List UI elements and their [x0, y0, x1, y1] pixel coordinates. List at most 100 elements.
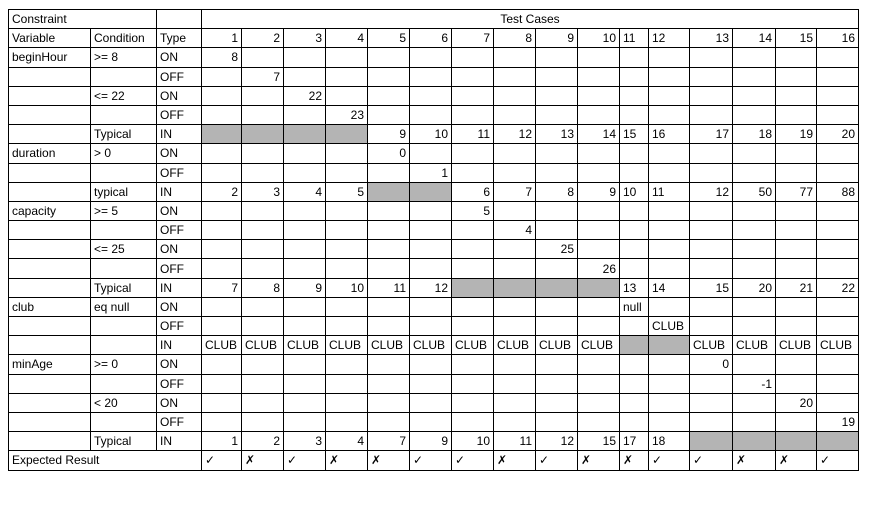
value-cell — [283, 258, 326, 279]
value-cell — [689, 373, 733, 394]
value-cell — [241, 47, 284, 68]
value-cell: 20 — [732, 277, 776, 298]
value-cell: 10 — [325, 277, 368, 298]
value-cell — [367, 239, 410, 260]
value-cell: CLUB — [493, 335, 536, 356]
table-row: OFF 23 — [8, 104, 859, 126]
value-cell — [283, 315, 326, 337]
value-cell — [451, 354, 494, 375]
value-cell — [816, 162, 859, 183]
value-cell: 50 — [732, 181, 776, 202]
value-cell: 0 — [367, 143, 410, 164]
value-cell — [577, 66, 620, 87]
value-cell: 8 — [241, 277, 284, 298]
value-cell — [201, 220, 242, 241]
value-cell — [816, 239, 859, 260]
value-cell — [201, 373, 242, 394]
table-row: OFF CLUB — [8, 315, 859, 337]
value-cell — [409, 392, 452, 413]
check-mark-icon: ✓ — [409, 450, 452, 471]
table-row: Typical IN 1 2 3 4 7 9 10 11 12 15 17 18 — [8, 431, 859, 452]
case-number-14: 14 — [732, 28, 776, 49]
value-cell — [535, 296, 578, 318]
value-cell — [619, 373, 649, 394]
value-cell — [577, 200, 620, 222]
type-header: Type — [156, 28, 202, 49]
table-row: < 20 ON 20 — [8, 392, 859, 413]
shaded-cell — [535, 277, 578, 298]
condition-cell: <= 22 — [90, 85, 157, 106]
value-cell: 10 — [451, 431, 494, 452]
value-cell — [201, 354, 242, 375]
value-cell: CLUB — [201, 335, 242, 356]
value-cell: 18 — [648, 431, 690, 452]
value-cell — [451, 85, 494, 106]
value-cell: 4 — [283, 181, 326, 202]
condition-cell: >= 0 — [90, 354, 157, 375]
value-cell — [648, 200, 690, 222]
value-cell: 14 — [577, 124, 620, 145]
value-cell — [451, 220, 494, 241]
value-cell — [816, 296, 859, 318]
header-row-columns: Variable Condition Type 1 2 3 4 5 6 7 8 9 10 11 12 1… — [8, 28, 859, 49]
value-cell: CLUB — [775, 335, 817, 356]
value-cell — [619, 47, 649, 68]
type-cell: OFF — [156, 373, 202, 394]
value-cell: 7 — [241, 66, 284, 87]
value-cell — [648, 66, 690, 87]
value-cell — [577, 47, 620, 68]
variable-cell — [8, 392, 91, 413]
condition-cell — [90, 220, 157, 241]
cross-mark-icon: ✗ — [241, 450, 284, 471]
case-number-11: 11 — [619, 28, 649, 49]
value-cell — [732, 47, 776, 68]
value-cell — [816, 143, 859, 164]
value-cell — [367, 392, 410, 413]
value-cell — [689, 47, 733, 68]
value-cell: 12 — [409, 277, 452, 298]
value-cell — [732, 66, 776, 87]
value-cell — [241, 162, 284, 183]
variable-cell — [8, 66, 91, 87]
table-row: typical IN 2 3 4 5 6 7 8 9 10 11 12 50 77 88 — [8, 181, 859, 202]
value-cell: 11 — [367, 277, 410, 298]
value-cell: 15 — [577, 431, 620, 452]
condition-cell: Typical — [90, 277, 157, 298]
value-cell — [409, 315, 452, 337]
value-cell — [775, 66, 817, 87]
value-cell — [241, 239, 284, 260]
value-cell — [367, 354, 410, 375]
value-cell — [689, 104, 733, 126]
value-cell: -1 — [732, 373, 776, 394]
value-cell — [367, 47, 410, 68]
value-cell — [648, 162, 690, 183]
case-number-8: 8 — [493, 28, 536, 49]
value-cell — [283, 143, 326, 164]
value-cell — [325, 200, 368, 222]
value-cell — [775, 373, 817, 394]
shaded-cell — [493, 277, 536, 298]
value-cell — [493, 373, 536, 394]
value-cell: 0 — [689, 354, 733, 375]
variable-header: Variable — [8, 28, 91, 49]
value-cell — [577, 85, 620, 106]
value-cell — [241, 85, 284, 106]
value-cell — [283, 296, 326, 318]
value-cell: 20 — [816, 124, 859, 145]
type-cell: IN — [156, 181, 202, 202]
expected-result-label: Expected Result — [8, 450, 202, 471]
value-cell — [283, 411, 326, 433]
value-cell — [493, 47, 536, 68]
value-cell: CLUB — [535, 335, 578, 356]
value-cell: 22 — [816, 277, 859, 298]
value-cell — [732, 392, 776, 413]
value-cell — [241, 373, 284, 394]
value-cell — [451, 104, 494, 126]
type-cell: IN — [156, 335, 202, 356]
value-cell — [493, 143, 536, 164]
value-cell — [619, 162, 649, 183]
value-cell — [689, 220, 733, 241]
value-cell — [283, 66, 326, 87]
value-cell — [577, 104, 620, 126]
value-cell — [535, 258, 578, 279]
